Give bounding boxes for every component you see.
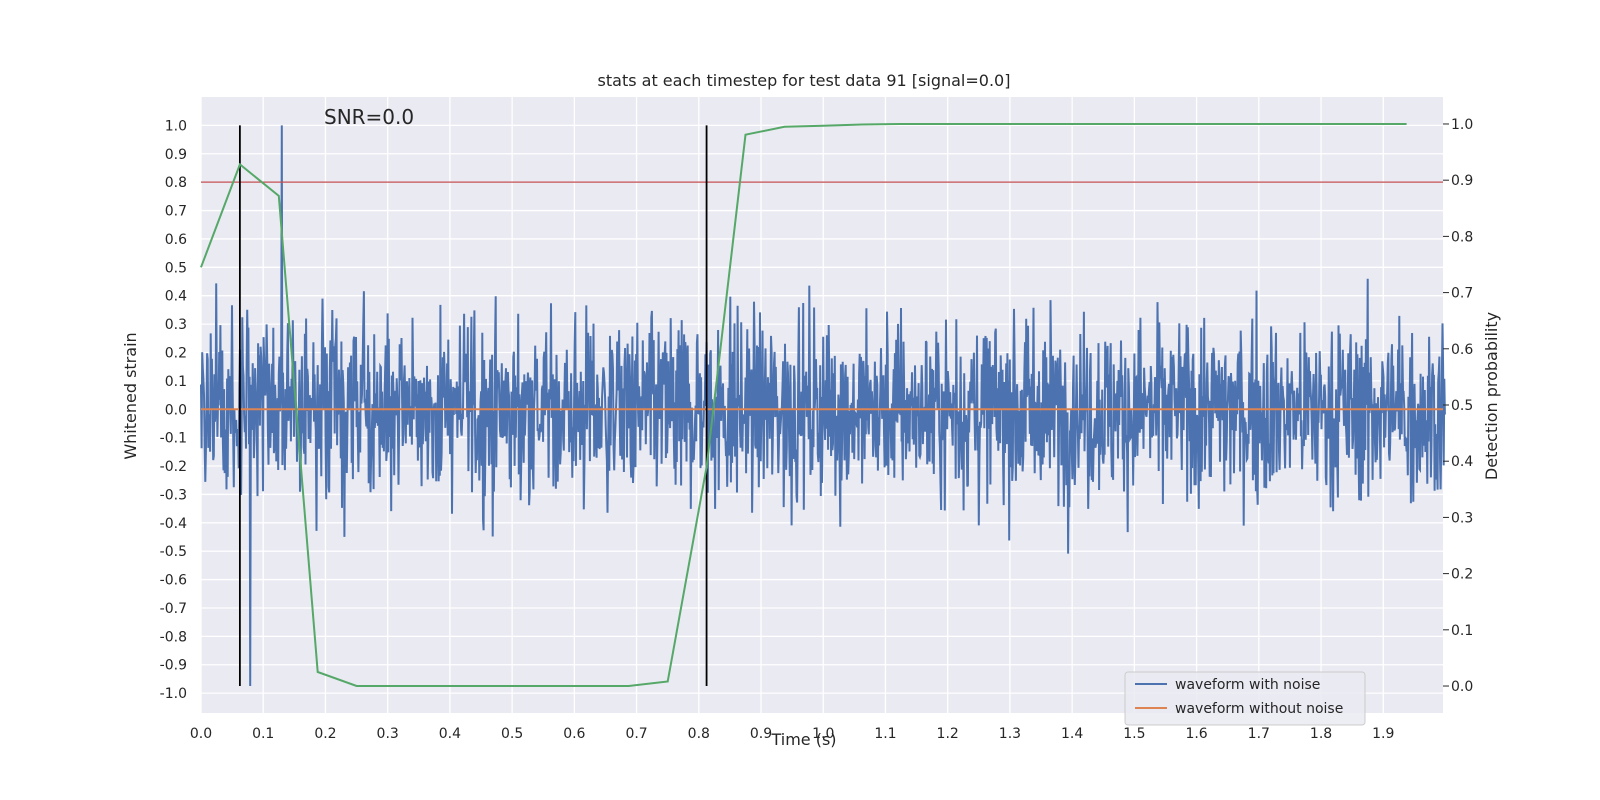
x-tick-labels: 0.0 0.1 0.2 0.3 0.4 0.5 0.6 0.7 0.8 0.9 1.0 1.1 1.2 1… bbox=[190, 726, 1395, 742]
y2-axis-label: Detection probability bbox=[1482, 312, 1501, 480]
y-tick-label: 0.7 bbox=[165, 204, 187, 220]
y2-tick-labels: 1.0 0.9 0.8 0.7 0.6 0.5 0.4 0.3 0.2 0.1 0.0 bbox=[1443, 117, 1473, 695]
y-axis-label: Whitened strain bbox=[121, 332, 140, 459]
x-tick-label: 0.6 bbox=[563, 726, 585, 742]
chart-title: stats at each timestep for test data 91 … bbox=[598, 71, 1011, 90]
x-tick-label: 0.5 bbox=[501, 726, 523, 742]
y-tick-label: 0.4 bbox=[165, 289, 187, 305]
x-tick-label: 1.5 bbox=[1123, 726, 1145, 742]
y-tick-label: 0.3 bbox=[165, 317, 187, 333]
x-tick-label: 1.1 bbox=[874, 726, 896, 742]
y-tick-label: -0.7 bbox=[160, 601, 187, 617]
y-tick-label: 0.8 bbox=[165, 175, 187, 191]
y-tick-label: 0.5 bbox=[165, 260, 187, 276]
snr-annotation: SNR=0.0 bbox=[324, 105, 414, 129]
y2-tick-label: 0.3 bbox=[1451, 510, 1473, 526]
x-tick-label: 1.8 bbox=[1310, 726, 1332, 742]
y-tick-label: -0.4 bbox=[160, 516, 187, 532]
y2-tick-label: 0.2 bbox=[1451, 567, 1473, 583]
y-tick-label: 1.0 bbox=[165, 118, 187, 134]
y-tick-label: -0.5 bbox=[160, 544, 187, 560]
y-tick-label: -1.0 bbox=[160, 686, 187, 702]
y-tick-label: -0.1 bbox=[160, 431, 187, 447]
y-tick-label: -0.2 bbox=[160, 459, 187, 475]
legend-box bbox=[1124, 671, 1366, 726]
y2-tick-label: 0.8 bbox=[1451, 229, 1473, 245]
x-tick-label: 0.8 bbox=[688, 726, 710, 742]
legend-label-waveform-with-noise: waveform with noise bbox=[1175, 677, 1320, 693]
y2-tick-label: 0.7 bbox=[1451, 286, 1473, 302]
x-tick-label: 1.2 bbox=[937, 726, 959, 742]
y-tick-label: -0.9 bbox=[160, 658, 187, 674]
y-tick-label: 0.9 bbox=[165, 147, 187, 163]
y2-tick-label: 0.0 bbox=[1451, 679, 1473, 695]
x-tick-label: 0.2 bbox=[314, 726, 336, 742]
series-layer bbox=[200, 123, 1446, 687]
x-tick-label: 1.6 bbox=[1185, 726, 1207, 742]
y-tick-label: 0.0 bbox=[165, 402, 187, 418]
x-tick-label: 1.4 bbox=[1061, 726, 1083, 742]
x-tick-label: 1.3 bbox=[999, 726, 1021, 742]
y-tick-labels: 1.0 0.9 0.8 0.7 0.6 0.5 0.4 0.3 0.2 0.1 0.0 -0.1 -0.… bbox=[160, 118, 187, 702]
y-tick-label: 0.1 bbox=[165, 374, 187, 390]
y-tick-label: -0.3 bbox=[160, 487, 187, 503]
y-tick-label: -0.6 bbox=[160, 573, 187, 589]
x-tick-label: 0.1 bbox=[252, 726, 274, 742]
x-tick-label: 1.7 bbox=[1248, 726, 1270, 742]
y2-tick-label: 0.5 bbox=[1451, 398, 1473, 414]
y2-tick-label: 0.6 bbox=[1451, 342, 1473, 358]
y2-tick-label: 1.0 bbox=[1451, 117, 1473, 133]
x-tick-label: 0.0 bbox=[190, 726, 212, 742]
x-tick-label: 0.7 bbox=[625, 726, 647, 742]
x-tick-label: 0.3 bbox=[377, 726, 399, 742]
y2-tick-label: 0.9 bbox=[1451, 173, 1473, 189]
x-tick-label: 0.4 bbox=[439, 726, 461, 742]
x-tick-label: 1.0 bbox=[812, 726, 834, 742]
legend-label-waveform-without-noise: waveform without noise bbox=[1175, 701, 1343, 717]
y-tick-label: -0.8 bbox=[160, 629, 187, 645]
series-line-detection-probability bbox=[200, 123, 1407, 687]
y2-tick-label: 0.1 bbox=[1451, 623, 1473, 639]
y-tick-label: 0.2 bbox=[165, 345, 187, 361]
x-tick-label: 0.9 bbox=[750, 726, 772, 742]
legend: waveform with noise waveform without noi… bbox=[1124, 671, 1366, 726]
y-tick-label: 0.6 bbox=[165, 232, 187, 248]
x-tick-label: 1.9 bbox=[1372, 726, 1394, 742]
series-line-waveform-with-noise bbox=[200, 125, 1446, 687]
x-axis-label: Time (s) bbox=[770, 730, 836, 749]
y2-tick-label: 0.4 bbox=[1451, 454, 1473, 470]
